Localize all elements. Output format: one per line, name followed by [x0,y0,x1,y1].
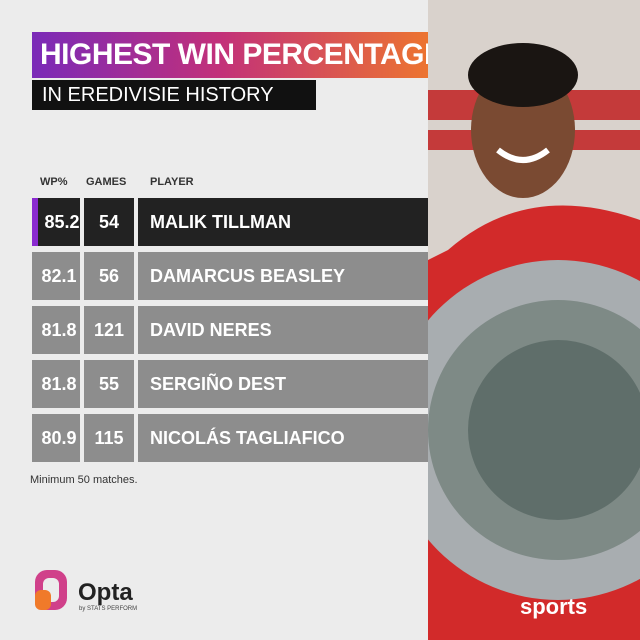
logo-name: Opta [78,579,133,606]
table-cell: 121 [84,306,134,354]
column-header: WP% [40,176,68,188]
table-cell: DAVID NERES [138,306,428,354]
title: HIGHEST WIN PERCENTAGE [32,32,446,78]
column-header: PLAYER [150,176,194,188]
table-cell: 80.9 [32,414,80,462]
table-cell: MALIK TILLMAN [138,198,428,246]
table-cell: 81.8 [32,360,80,408]
player-photo: sports [428,0,640,640]
table-cell: 82.1 [32,252,80,300]
table-cell: 85.2 [32,198,80,246]
table-cell: 55 [84,360,134,408]
table-cell: 54 [84,198,134,246]
column-header: GAMES [86,176,127,188]
logo-tagline: by STATS PERFORM [79,606,137,612]
watermark: sports [520,594,587,619]
logo: Opta by STATS PERFORM [35,570,137,612]
table-cell: 56 [84,252,134,300]
table-cell: NICOLÁS TAGLIAFICO [138,414,428,462]
table-cell: DAMARCUS BEASLEY [138,252,428,300]
subtitle: IN EREDIVISIE HISTORY [32,80,316,110]
footnote: Minimum 50 matches. [30,474,138,486]
table-cell: 115 [84,414,134,462]
table-cell: SERGIÑO DEST [138,360,428,408]
table-cell: 81.8 [32,306,80,354]
